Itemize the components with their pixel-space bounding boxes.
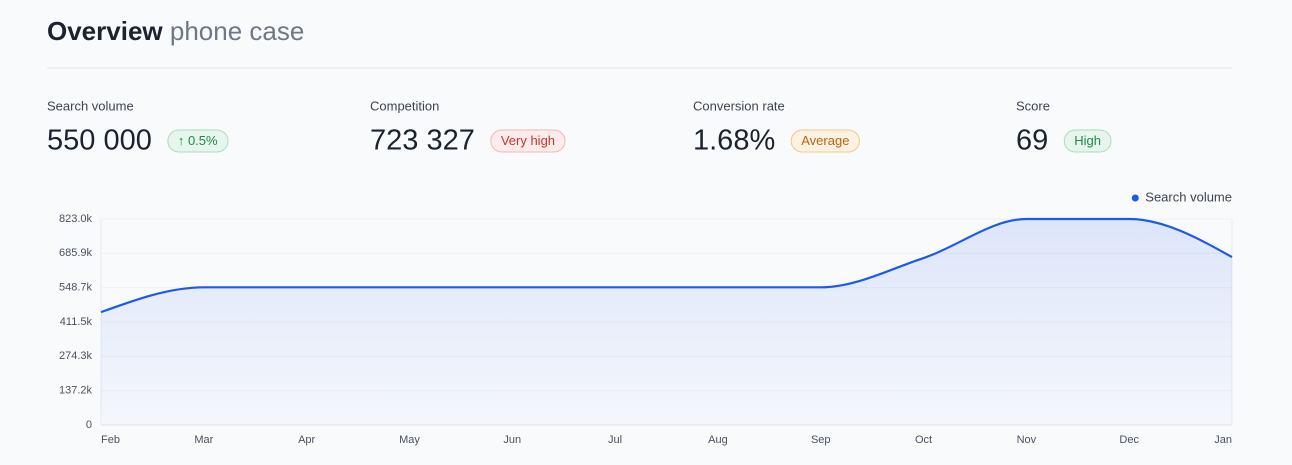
stat-value: 723 327 <box>370 125 475 157</box>
badge: High <box>1063 129 1112 153</box>
badge-text: High <box>1074 133 1101 148</box>
stat-label: Score <box>1016 98 1050 113</box>
x-tick-label: Mar <box>194 434 213 446</box>
badge: Very high <box>490 129 566 153</box>
y-tick-label: 548.7k <box>59 282 93 294</box>
title: Overview phone case <box>47 16 304 46</box>
badge-bg <box>167 129 229 153</box>
stat-label: Conversion rate <box>693 98 785 113</box>
badge-text: Very high <box>501 133 555 148</box>
y-tick-label: 685.9k <box>59 247 93 259</box>
subtitle: phone case <box>170 16 304 46</box>
line-series <box>100 217 1233 314</box>
x-tick-label: Jun <box>503 434 521 446</box>
stat-label: Competition <box>370 98 439 113</box>
area-fill <box>101 219 1232 425</box>
badge-bg <box>790 129 860 153</box>
stat-value: 1.68% <box>693 125 775 157</box>
x-tick-label: Aug <box>708 434 728 446</box>
y-tick-label: 137.2k <box>59 385 93 397</box>
y-tick-label: 411.5k <box>60 316 93 328</box>
badge: Average <box>790 129 860 153</box>
y-tick-label: 274.3k <box>59 350 93 362</box>
legend-label: Search volume <box>1145 189 1232 204</box>
x-tick-label: Oct <box>915 434 932 446</box>
legend-dot <box>1131 194 1139 202</box>
title-main: Overview <box>47 16 163 46</box>
x-tick-label: Nov <box>1017 434 1037 446</box>
x-tick-label: Dec <box>1119 434 1139 446</box>
stat-label: Search volume <box>47 98 134 113</box>
x-tick-label: Jan <box>1214 434 1232 446</box>
badge-bg <box>490 129 566 153</box>
stat-value: 69 <box>1016 125 1048 157</box>
y-tick-label: 0 <box>86 419 92 431</box>
badge: ↑ 0.5% <box>167 129 229 153</box>
y-tick-label: 823.0k <box>59 213 93 225</box>
x-tick-label: Apr <box>298 434 315 446</box>
x-tick-label: Jul <box>608 434 622 446</box>
x-tick-label: Feb <box>101 434 120 446</box>
badge-bg <box>1063 129 1112 153</box>
x-tick-label: Sep <box>811 434 831 446</box>
badge-text: Average <box>801 133 849 148</box>
x-tick-label: May <box>399 434 420 446</box>
stat-value: 550 000 <box>47 125 152 157</box>
badge-text: ↑ 0.5% <box>178 133 218 148</box>
